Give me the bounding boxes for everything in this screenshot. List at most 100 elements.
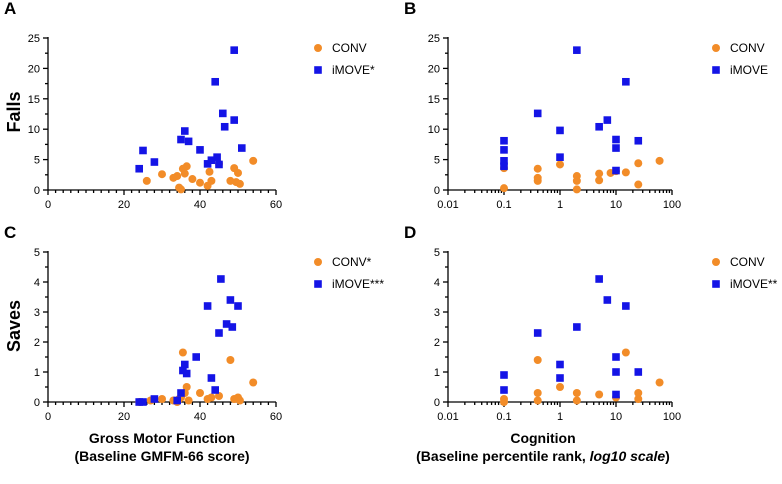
data-point-imove [612, 390, 620, 399]
data-point-imove [230, 116, 238, 124]
y-tick-label: 0 [34, 397, 40, 409]
data-point-imove [603, 296, 612, 304]
data-point-imove [533, 329, 542, 337]
legend-label: iMOVE** [730, 277, 778, 291]
data-point-imove [500, 136, 508, 145]
y-tick-label: 5 [34, 155, 40, 167]
data-point-imove [556, 153, 564, 161]
xlabel-cog-line2-c: ) [665, 448, 670, 464]
data-point-imove [222, 320, 231, 328]
data-point-imove [612, 353, 620, 361]
x-tick-label: 0 [45, 411, 51, 423]
data-point-conv [655, 378, 664, 387]
data-point-conv [595, 176, 604, 185]
y-tick-label: 5 [434, 155, 440, 167]
data-point-imove [217, 275, 225, 283]
data-point-imove [135, 164, 143, 173]
data-point-conv [177, 185, 185, 194]
data-point-conv [205, 167, 214, 176]
series-imove [500, 275, 643, 399]
panel-b: B 0 5 10 15 20 25 0.01 0.1 1 10 100 CONV iMOVE [404, 0, 768, 211]
panel-c: C 0 1 2 3 4 5 0 20 40 60 CONV* iMOVE*** [4, 223, 384, 423]
data-point-imove [139, 146, 147, 155]
data-point-imove [230, 46, 238, 54]
x-tick-label: 60 [270, 411, 282, 423]
data-point-imove [556, 360, 564, 369]
data-point-conv [215, 392, 223, 400]
data-point-imove [184, 137, 193, 146]
data-point-imove [220, 122, 229, 131]
y-tick-label: 5 [34, 247, 40, 259]
data-point-conv [556, 160, 564, 169]
data-point-imove [177, 389, 185, 397]
data-point-conv [142, 176, 151, 185]
xlabel-cog-line2-b: log10 scale [590, 448, 666, 464]
data-point-conv [533, 356, 542, 364]
data-point-imove [234, 302, 242, 310]
data-point-conv [533, 164, 542, 173]
legend-entry-conv: CONV [712, 41, 765, 55]
row-label-saves: Saves [4, 300, 24, 352]
data-point-imove [182, 369, 191, 378]
y-tick-label: 1 [434, 367, 440, 379]
data-point-imove [595, 275, 603, 283]
data-point-conv [634, 159, 643, 168]
data-point-conv [572, 396, 581, 405]
x-tick-label: 0.1 [496, 411, 511, 423]
y-tick-label: 4 [34, 277, 40, 289]
legend-entry-imove: iMOVE* [314, 63, 375, 77]
x-tick-label: 100 [663, 411, 681, 423]
legend-label: iMOVE* [332, 63, 375, 77]
y-tick-label: 10 [28, 124, 40, 136]
data-point-imove [181, 360, 189, 369]
data-point-imove [573, 323, 581, 331]
data-point-imove [556, 374, 564, 382]
y-tick-label: 15 [428, 94, 440, 106]
data-point-conv [188, 175, 197, 184]
legend-marker-circle [314, 44, 322, 52]
data-point-conv [572, 389, 581, 397]
y-tick-label: 0 [434, 185, 440, 197]
row-label-falls: Falls [4, 91, 24, 132]
data-point-conv [235, 179, 244, 188]
data-point-imove [203, 302, 212, 310]
legend-marker-square [712, 66, 720, 74]
data-point-imove [612, 166, 620, 175]
x-tick-label: 0.1 [496, 199, 511, 211]
y-tick-label: 0 [434, 397, 440, 409]
data-point-imove [207, 374, 216, 382]
data-point-imove [207, 156, 216, 165]
legend-entry-imove: iMOVE*** [314, 277, 384, 291]
data-point-imove [573, 46, 581, 54]
legend-entry-conv: CONV* [314, 255, 372, 269]
data-point-imove [622, 77, 630, 86]
data-point-conv [226, 356, 235, 364]
data-point-imove [211, 386, 219, 394]
data-point-imove [595, 122, 603, 131]
legend-label: CONV [332, 41, 367, 55]
x-tick-label: 1 [557, 199, 563, 211]
series-conv [500, 156, 664, 194]
x-tick-label: 10 [610, 199, 622, 211]
data-point-conv [634, 389, 643, 397]
data-point-conv [634, 395, 643, 403]
data-point-imove [211, 77, 219, 86]
legend-entry-imove: iMOVE** [712, 277, 778, 291]
x-tick-label: 20 [118, 199, 130, 211]
y-tick-label: 25 [428, 33, 440, 45]
xlabel-gross-line1: Gross Motor Function [89, 430, 235, 446]
x-tick-label: 0 [45, 199, 51, 211]
y-tick-label: 1 [34, 367, 40, 379]
data-point-conv [158, 170, 166, 179]
data-point-imove [219, 109, 227, 118]
legend-label: iMOVE [730, 63, 768, 77]
x-tick-label: 10 [610, 411, 622, 423]
data-point-imove [139, 398, 147, 406]
data-point-imove [500, 146, 508, 154]
y-tick-label: 0 [34, 185, 40, 197]
data-point-imove [500, 386, 508, 394]
panel-letter: A [4, 0, 16, 18]
data-point-conv [180, 169, 189, 178]
panel-letter: C [4, 223, 16, 242]
x-tick-label: 100 [663, 199, 681, 211]
